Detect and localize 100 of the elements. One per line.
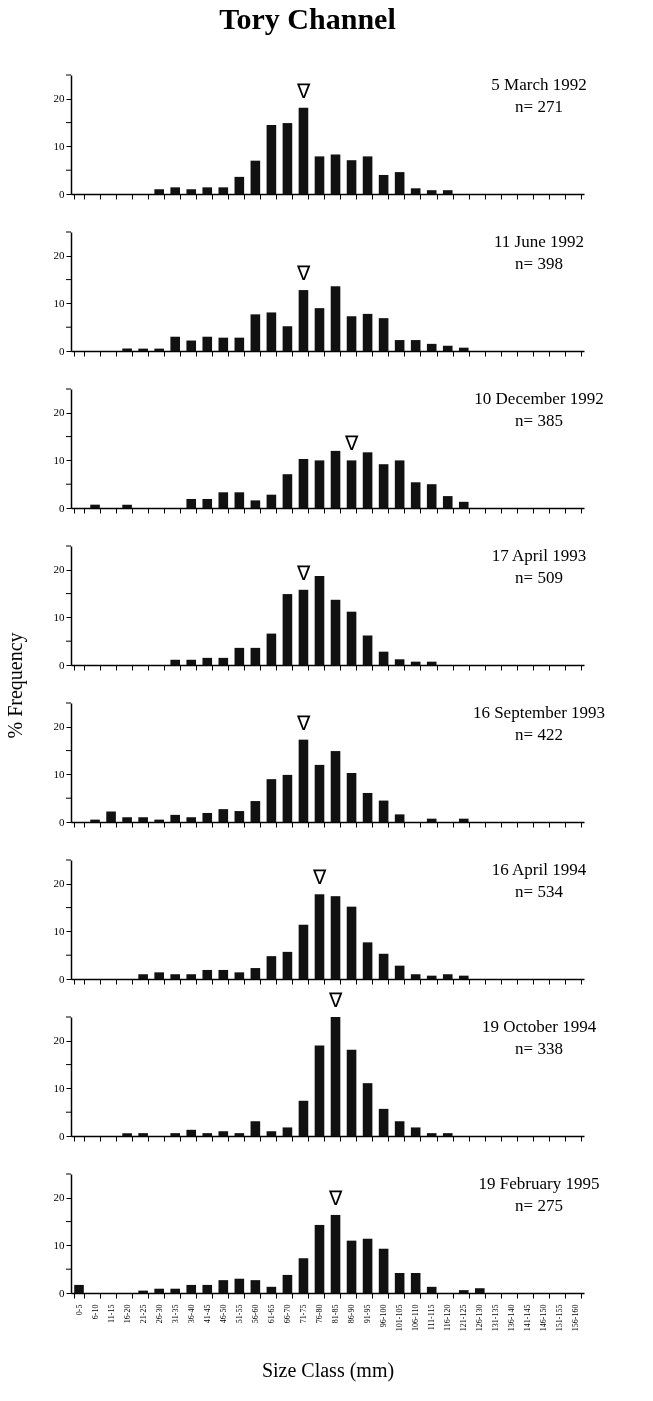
bar: [298, 290, 309, 351]
bar: [442, 1133, 453, 1136]
bar: [218, 1131, 229, 1136]
x-tick-label: 6-10: [90, 1304, 100, 1320]
bar: [138, 1133, 148, 1136]
bar: [250, 647, 261, 665]
bar: [186, 1284, 197, 1293]
bar: [330, 286, 341, 351]
bar: [410, 1273, 421, 1293]
bar: [346, 160, 357, 194]
annotation: ∇: [295, 79, 311, 102]
bar: [154, 189, 164, 194]
bar: [346, 772, 357, 822]
x-tick-label: 121-125: [459, 1304, 469, 1332]
x-tick-label: 0-5: [74, 1304, 84, 1316]
bar: [298, 739, 309, 822]
x-tick-label: 16-20: [122, 1304, 132, 1324]
bar: [394, 172, 405, 194]
annotation: n= 398: [515, 254, 563, 273]
y-tick-label: 0: [59, 1286, 65, 1299]
y-tick-label: 10: [53, 453, 65, 466]
x-tick-label: 76-80: [314, 1304, 324, 1324]
bar: [298, 589, 309, 665]
bar: [266, 633, 277, 665]
annotation: 5 March 1992: [491, 75, 587, 94]
x-tick-label: 51-55: [234, 1304, 244, 1324]
bar: [426, 661, 437, 665]
y-tick-label: 20: [53, 92, 65, 105]
bar: [202, 657, 213, 665]
bar: [410, 482, 421, 508]
bar: [362, 942, 373, 979]
bar: [330, 1214, 341, 1293]
x-tick-label: 146-150: [539, 1304, 549, 1332]
bar: [282, 774, 293, 822]
bar: [298, 924, 309, 979]
bar: [266, 956, 277, 979]
y-tick-label: 0: [59, 501, 65, 514]
bar: [330, 751, 341, 822]
annotation: ∇: [328, 989, 344, 1011]
bar: [282, 1127, 293, 1136]
bar: [378, 953, 389, 979]
annotation: 19 October 1994: [481, 1017, 597, 1036]
bar: [234, 811, 245, 822]
bar: [426, 1286, 437, 1293]
bar: [330, 154, 341, 194]
bar: [426, 343, 437, 351]
x-tick-label: 26-30: [154, 1304, 164, 1324]
bar: [298, 107, 309, 194]
bar: [170, 336, 181, 351]
annotation: 16 September 1993: [472, 703, 606, 722]
bar: [298, 458, 309, 508]
annotation: ∇: [295, 711, 311, 734]
annotation: 11 June 1992: [493, 232, 585, 251]
bar: [186, 974, 197, 979]
annotation: n= 275: [515, 1196, 563, 1215]
x-tick-label: 126-130: [475, 1304, 485, 1332]
bar: [378, 174, 389, 194]
bar: [218, 809, 229, 822]
y-tick-label: 20: [53, 406, 65, 419]
bar: [250, 314, 261, 351]
bar: [138, 974, 148, 979]
chart-title: Tory Channel: [219, 2, 396, 35]
bar: [282, 951, 293, 979]
annotation: 19 February 1995: [478, 1174, 600, 1193]
bar: [218, 969, 229, 979]
x-tick-label: 66-70: [282, 1304, 292, 1324]
x-tick-label: 41-45: [202, 1304, 212, 1324]
bar: [266, 124, 277, 194]
annotation: n= 534: [515, 882, 564, 901]
bar: [122, 817, 132, 822]
bar: [330, 599, 341, 665]
x-tick-label: 31-35: [170, 1304, 180, 1324]
bar: [202, 812, 213, 822]
x-tick-label: 131-135: [491, 1304, 501, 1332]
bar: [362, 792, 373, 822]
bar: [282, 123, 293, 194]
bar: [202, 336, 213, 351]
bar: [170, 1288, 181, 1293]
bar: [346, 316, 357, 351]
bar: [186, 340, 197, 351]
annotation: n= 422: [515, 725, 563, 744]
bar: [234, 972, 245, 979]
bar: [426, 190, 437, 194]
bar: [394, 659, 405, 665]
annotation: ∇: [295, 561, 311, 584]
y-tick-label: 10: [53, 1081, 65, 1094]
bar: [186, 817, 197, 822]
annotation: 17 April 1993: [491, 546, 587, 565]
x-tick-label: 71-75: [298, 1304, 308, 1324]
bar: [362, 313, 373, 351]
bar: [186, 1129, 197, 1136]
annotation: n= 385: [515, 411, 563, 430]
x-tick-label: 106-110: [411, 1304, 421, 1331]
annotation: ∇: [295, 262, 311, 285]
x-tick-label: 61-65: [266, 1304, 276, 1324]
bar: [362, 1238, 373, 1293]
bar: [234, 1278, 245, 1293]
bar: [458, 975, 469, 979]
bar: [282, 326, 293, 351]
bar: [170, 974, 181, 979]
